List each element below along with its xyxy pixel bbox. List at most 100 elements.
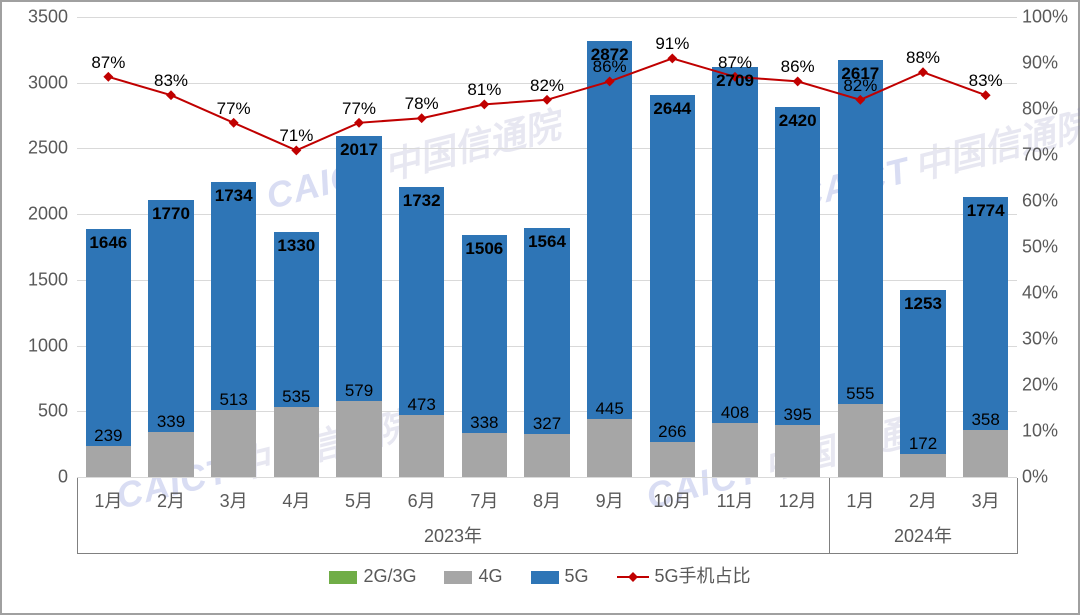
bar-label-5g: 1646 <box>89 233 127 253</box>
y-right-tick-label: 70% <box>1022 145 1077 166</box>
legend-item-g4: 4G <box>444 566 502 587</box>
line-marker <box>793 76 803 86</box>
legend-label: 5G手机占比 <box>655 566 751 586</box>
y-right-tick-label: 30% <box>1022 329 1077 350</box>
bar-label-4g: 445 <box>595 399 623 419</box>
line-marker <box>981 90 991 100</box>
y-left-tick-label: 0 <box>8 467 68 488</box>
year-separator <box>1017 478 1018 554</box>
x-tick-label: 5月 <box>345 487 373 513</box>
bar-label-5g: 1734 <box>215 186 253 206</box>
legend-swatch <box>531 571 559 584</box>
gridline <box>77 477 1017 478</box>
x-tick-label: 9月 <box>596 487 624 513</box>
pct-label: 83% <box>154 71 188 91</box>
bar-label-4g: 266 <box>658 422 686 442</box>
bar-label-4g: 579 <box>345 381 373 401</box>
bar-label-4g: 513 <box>219 390 247 410</box>
bar-label-4g: 395 <box>783 405 811 425</box>
bar-label-5g: 2420 <box>779 111 817 131</box>
bar-label-5g: 1774 <box>967 201 1005 221</box>
x-tick-label: 6月 <box>408 487 436 513</box>
line-marker <box>103 72 113 82</box>
bar-label-5g: 1770 <box>152 204 190 224</box>
pct-label: 87% <box>718 53 752 73</box>
bar-label-4g: 327 <box>533 414 561 434</box>
y-right-tick-label: 80% <box>1022 99 1077 120</box>
x-tick-label: 2月 <box>909 487 937 513</box>
pct-label: 87% <box>91 53 125 73</box>
legend-item-g5: 5G <box>531 566 589 587</box>
line-marker <box>855 95 865 105</box>
y-right-tick-label: 100% <box>1022 7 1077 28</box>
x-tick-label: 3月 <box>972 487 1000 513</box>
line-marker <box>291 145 301 155</box>
bar-label-4g: 338 <box>470 413 498 433</box>
x-tick-label: 1月 <box>94 487 122 513</box>
bar-label-5g: 2617 <box>841 64 879 84</box>
y-left-tick-label: 500 <box>8 401 68 422</box>
y-right-tick-label: 20% <box>1022 375 1077 396</box>
y-right-tick-label: 40% <box>1022 283 1077 304</box>
y-left-tick-label: 1000 <box>8 335 68 356</box>
y-right-tick-label: 90% <box>1022 53 1077 74</box>
bar-label-5g: 1330 <box>277 236 315 256</box>
bar-label-5g: 1732 <box>403 191 441 211</box>
bar-label-4g: 239 <box>94 426 122 446</box>
bar-label-4g: 555 <box>846 384 874 404</box>
legend-item-g2g3: 2G/3G <box>329 566 416 587</box>
bar-label-4g: 358 <box>971 410 999 430</box>
y-left-tick-label: 1500 <box>8 269 68 290</box>
line-marker <box>918 67 928 77</box>
line-marker <box>354 118 364 128</box>
bar-label-5g: 2017 <box>340 140 378 160</box>
legend-line-swatch <box>617 576 649 578</box>
bar-label-4g: 339 <box>157 412 185 432</box>
chart-container: CAICT中国信通院CAICT中国信通院CAICT中国信通院CAICT中国信通院… <box>0 0 1080 615</box>
pct-label: 91% <box>655 34 689 54</box>
y-left-tick-label: 3500 <box>8 7 68 28</box>
legend-label: 5G <box>565 566 589 586</box>
year-separator <box>77 478 78 554</box>
x-tick-label: 8月 <box>533 487 561 513</box>
x-tick-label: 7月 <box>470 487 498 513</box>
legend-swatch <box>329 571 357 584</box>
pct-label: 86% <box>781 57 815 77</box>
legend: 2G/3G 4G 5G 5G手机占比 <box>2 562 1078 588</box>
x-tick-label: 2月 <box>157 487 185 513</box>
pct-label: 88% <box>906 48 940 68</box>
bar-label-5g: 1506 <box>465 239 503 259</box>
pct-label: 77% <box>342 99 376 119</box>
legend-item-line: 5G手机占比 <box>617 562 751 588</box>
y-left-tick-label: 2000 <box>8 204 68 225</box>
bar-label-5g: 1253 <box>904 294 942 314</box>
pct-label: 78% <box>405 94 439 114</box>
y-right-tick-label: 0% <box>1022 467 1077 488</box>
plot-area: 87%83%77%71%77%78%81%82%86%91%87%86%82%8… <box>77 17 1017 477</box>
y-right-tick-label: 10% <box>1022 421 1077 442</box>
x-tick-label: 3月 <box>220 487 248 513</box>
line-marker <box>542 95 552 105</box>
year-label: 2024年 <box>894 522 952 548</box>
pct-label: 83% <box>969 71 1003 91</box>
bar-label-4g: 172 <box>909 434 937 454</box>
pct-label: 71% <box>279 126 313 146</box>
line-marker <box>417 113 427 123</box>
year-baseline <box>77 553 1017 554</box>
bar-label-5g: 2644 <box>653 99 691 119</box>
x-tick-label: 11月 <box>717 487 754 513</box>
line-marker <box>605 76 615 86</box>
bar-label-5g: 2872 <box>591 45 629 65</box>
legend-swatch <box>444 571 472 584</box>
bar-label-5g: 2709 <box>716 71 754 91</box>
x-tick-label: 12月 <box>779 487 817 513</box>
y-right-tick-label: 60% <box>1022 191 1077 212</box>
bar-label-4g: 473 <box>407 395 435 415</box>
y-left-tick-label: 3000 <box>8 72 68 93</box>
x-tick-label: 10月 <box>653 487 691 513</box>
line-marker <box>166 90 176 100</box>
bar-label-4g: 535 <box>282 387 310 407</box>
year-label: 2023年 <box>424 522 482 548</box>
line-marker <box>229 118 239 128</box>
pct-label: 81% <box>467 80 501 100</box>
